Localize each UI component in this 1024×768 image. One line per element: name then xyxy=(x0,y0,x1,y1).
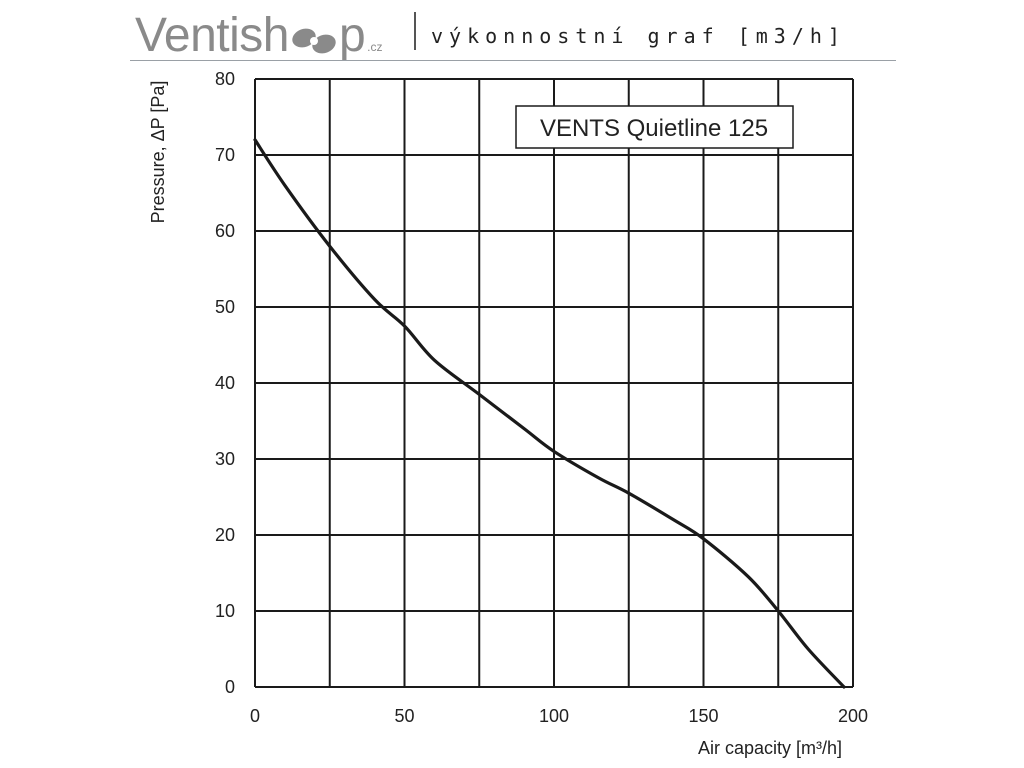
series-line xyxy=(253,138,846,689)
y-tick-label: 60 xyxy=(215,221,235,241)
x-tick-label: 0 xyxy=(250,706,260,726)
propeller-icon xyxy=(292,28,336,54)
chart-title: VENTS Quietline 125 xyxy=(540,115,768,142)
x-tick-label: 200 xyxy=(838,706,868,726)
y-tick-label: 0 xyxy=(225,677,235,697)
x-tick-label: 150 xyxy=(688,706,718,726)
x-axis-label: Air capacity [m³/h] xyxy=(698,738,842,758)
header-separator xyxy=(414,12,416,50)
y-tick-label: 10 xyxy=(215,601,235,621)
y-tick-label: 40 xyxy=(215,373,235,393)
brand-tld: .cz xyxy=(367,40,383,54)
brand-name-prefix: Ventish xyxy=(135,9,289,62)
y-tick-label: 50 xyxy=(215,297,235,317)
y-tick-label: 70 xyxy=(215,145,235,165)
chart-ticks: 0 50 100 150 200 0 10 20 30 40 50 60 70 80 xyxy=(215,69,868,726)
brand-name-suffix: p xyxy=(338,9,366,62)
chart-title-box: VENTS Quietline 125 xyxy=(515,105,794,149)
y-tick-label: 20 xyxy=(215,525,235,545)
y-axis-label: Pressure, ΔP [Pa] xyxy=(148,81,168,224)
x-tick-label: 50 xyxy=(394,706,414,726)
header: Ventish p .cz výkonnostní graf [m3/h] xyxy=(130,0,896,62)
header-subtitle: výkonnostní graf [m3/h] xyxy=(431,24,846,48)
header-divider xyxy=(130,60,896,61)
x-tick-label: 100 xyxy=(539,706,569,726)
y-tick-label: 80 xyxy=(215,69,235,89)
y-tick-label: 30 xyxy=(215,449,235,469)
brand-logo[interactable]: Ventish p .cz xyxy=(135,4,383,60)
chart-grid xyxy=(254,78,854,688)
